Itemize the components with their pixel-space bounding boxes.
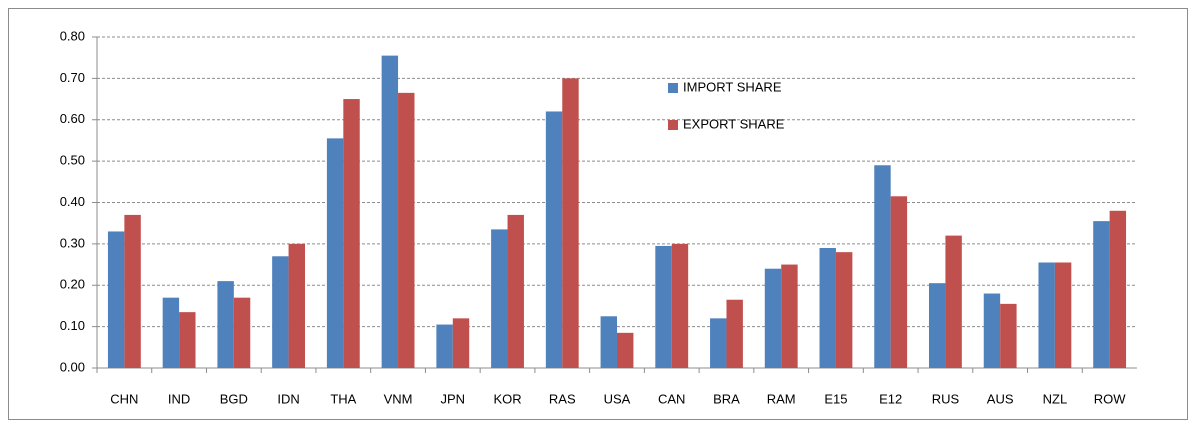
y-tick-label: 0.30: [60, 235, 85, 250]
bar: [655, 245, 672, 368]
x-tick-label: IDN: [277, 391, 299, 406]
bar: [491, 229, 508, 368]
y-tick-label: 0.10: [60, 318, 85, 333]
y-tick-label: 0.00: [60, 359, 85, 374]
bar: [726, 299, 743, 368]
x-tick-label: IND: [168, 391, 190, 406]
bar: [107, 231, 125, 368]
bar: [617, 332, 634, 368]
x-tick-label: RAM: [767, 391, 796, 406]
legend-swatch: [668, 120, 678, 130]
bar: [874, 165, 891, 368]
bar: [343, 99, 360, 368]
y-tick-label: 0.40: [60, 194, 85, 209]
x-tick-label: BRA: [713, 391, 740, 406]
x-tick-label: ROW: [1094, 391, 1127, 406]
x-tick-label: USA: [604, 391, 631, 406]
legend-label: EXPORT SHARE: [683, 116, 785, 131]
bar: [326, 138, 344, 368]
bar: [819, 248, 836, 368]
bar: [124, 214, 141, 368]
bar: [179, 312, 196, 368]
bar: [381, 55, 399, 369]
bar: [1109, 210, 1127, 368]
x-tick-label: RUS: [932, 391, 960, 406]
bar: [507, 214, 524, 368]
bar: [398, 92, 415, 368]
x-tick-label: BGD: [220, 391, 248, 406]
y-tick-label: 0.80: [60, 28, 85, 43]
bar: [983, 293, 1001, 368]
x-tick-label: KOR: [493, 391, 521, 406]
y-tick-label: 0.70: [60, 70, 85, 85]
bar: [1000, 303, 1017, 368]
bar: [600, 316, 617, 368]
bar: [233, 297, 251, 368]
bar: [436, 324, 453, 368]
x-tick-label: NZL: [1043, 391, 1068, 406]
bar: [890, 196, 908, 368]
legend-swatch: [668, 83, 678, 93]
x-tick-label: E15: [824, 391, 847, 406]
bar: [217, 281, 234, 368]
bar: [1054, 262, 1072, 368]
x-tick-label: VNM: [384, 391, 413, 406]
legend-label: IMPORT SHARE: [683, 79, 782, 94]
bar: [671, 243, 689, 368]
bar: [835, 252, 853, 368]
bar: [781, 264, 798, 368]
x-tick-label: RAS: [549, 391, 576, 406]
bar: [562, 78, 579, 368]
bar: [1093, 221, 1110, 368]
bar: [710, 318, 727, 368]
bar: [162, 297, 180, 368]
x-tick-label: JPN: [441, 391, 466, 406]
y-tick-label: 0.50: [60, 153, 85, 168]
bar: [545, 111, 563, 368]
bar: [288, 243, 305, 368]
x-tick-label: AUS: [987, 391, 1014, 406]
x-tick-label: E12: [879, 391, 902, 406]
y-tick-label: 0.20: [60, 277, 85, 292]
x-tick-label: THA: [330, 391, 356, 406]
bar: [272, 256, 289, 368]
y-tick-label: 0.60: [60, 111, 85, 126]
bar: [452, 318, 470, 368]
bar: [764, 268, 782, 368]
bar: [945, 235, 962, 368]
bar: [1038, 262, 1055, 368]
bar: [929, 283, 946, 368]
x-tick-label: CHN: [110, 391, 138, 406]
x-tick-label: CAN: [658, 391, 685, 406]
